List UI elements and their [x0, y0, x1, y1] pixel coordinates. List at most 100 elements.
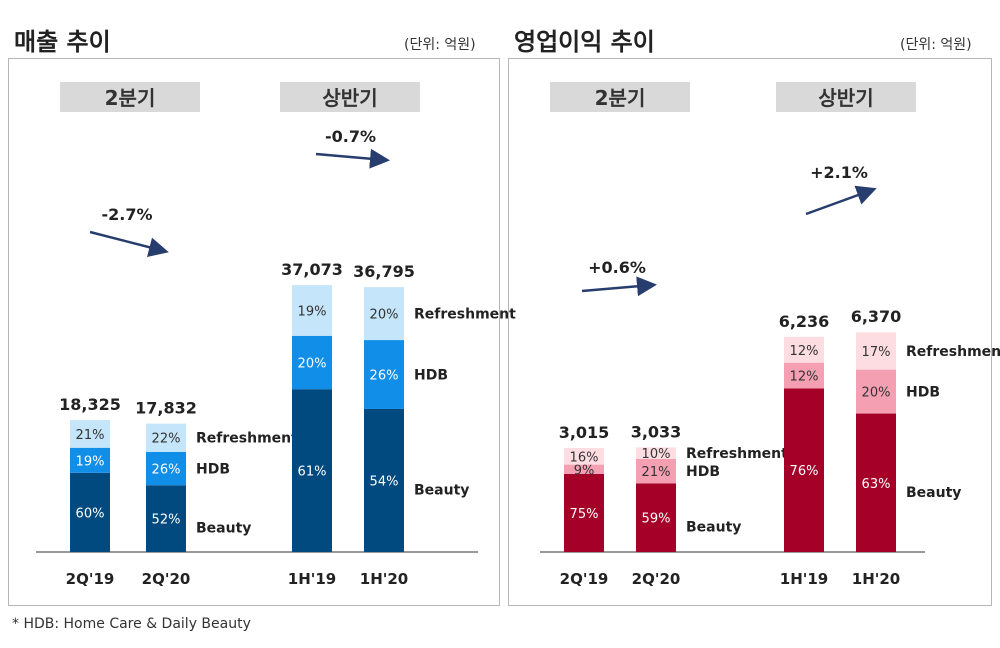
- sales-category-label: 2Q'19: [66, 570, 115, 588]
- sales-series-label-beauty: Beauty: [196, 521, 251, 537]
- sales-group-header-box: [60, 82, 200, 112]
- sales-growth-arrow: [315, 148, 390, 169]
- sales-growth-label: -2.7%: [101, 205, 152, 224]
- sales-series-label-beauty: Beauty: [414, 482, 469, 498]
- op-profit-bar-segment-hdb: [784, 362, 824, 389]
- sales-share-label: 19%: [298, 304, 327, 319]
- op-profit-bar-segment-beauty: [636, 483, 676, 552]
- op-profit-series-label-refreshment: Refreshment: [686, 446, 788, 462]
- op-profit-category-label: 1H'19: [780, 570, 828, 588]
- sales-bar-segment-beauty: [364, 408, 404, 552]
- sales-group-header: 상반기: [322, 86, 377, 110]
- sales-share-label: 26%: [152, 463, 181, 478]
- sales-total-label: 17,832: [135, 399, 197, 418]
- sales-category-label: 1H'19: [288, 570, 336, 588]
- op-profit-share-label: 12%: [790, 370, 819, 385]
- op-profit-total-label: 6,370: [851, 307, 902, 326]
- op-profit-share-label: 9%: [574, 463, 595, 478]
- sales-share-label: 20%: [298, 356, 327, 371]
- sales-series-label-hdb: HDB: [414, 368, 448, 384]
- op-profit-total-label: 6,236: [779, 312, 830, 331]
- sales-category-label: 2Q'20: [142, 570, 191, 588]
- sales-bar-segment-hdb: [146, 451, 186, 486]
- op-profit-share-label: 63%: [862, 477, 891, 492]
- sales-total-label: 36,795: [353, 262, 415, 281]
- sales-share-label: 61%: [298, 465, 327, 480]
- op-profit-chart-panel: [508, 58, 992, 606]
- op-profit-series-label-hdb: HDB: [686, 464, 720, 480]
- sales-bar-segment-refreshment: [364, 287, 404, 341]
- op-profit-group-header-box: [776, 82, 916, 112]
- op-profit-series-label-hdb: HDB: [906, 385, 940, 401]
- op-profit-growth-arrow: [581, 276, 657, 297]
- op-profit-category-label: 1H'20: [852, 570, 900, 588]
- sales-bar-segment-hdb: [292, 335, 332, 390]
- op-profit-growth-label: +0.6%: [588, 258, 646, 277]
- sales-series-label-refreshment: Refreshment: [414, 307, 516, 323]
- sales-bar-segment-hdb: [70, 447, 110, 473]
- op-profit-total-label: 3,033: [631, 422, 682, 441]
- op-profit-group-header-box: [550, 82, 690, 112]
- sales-share-label: 26%: [370, 369, 399, 384]
- op-profit-share-label: 75%: [570, 507, 599, 522]
- sales-share-label: 52%: [152, 513, 181, 528]
- op-profit-unit-label: (단위: 억원): [900, 37, 972, 53]
- sales-series-label-hdb: HDB: [196, 462, 230, 478]
- sales-share-label: 19%: [76, 454, 105, 469]
- sales-growth-arrow: [89, 230, 169, 257]
- op-profit-bar-segment-refreshment: [564, 447, 604, 465]
- sales-category-label: 1H'20: [360, 570, 408, 588]
- sales-bar-segment-hdb: [364, 340, 404, 409]
- op-profit-group-header: 2분기: [595, 86, 646, 110]
- op-profit-bar-segment-beauty: [856, 413, 896, 552]
- op-profit-share-label: 10%: [642, 447, 671, 462]
- sales-bar-segment-refreshment: [292, 285, 332, 336]
- op-profit-series-label-refreshment: Refreshment: [906, 344, 1000, 360]
- op-profit-bar-segment-refreshment: [636, 447, 676, 459]
- op-profit-growth-label: +2.1%: [810, 163, 868, 182]
- op-profit-bar-segment-hdb: [636, 458, 676, 484]
- op-profit-category-label: 2Q'19: [560, 570, 609, 588]
- sales-share-label: 54%: [370, 474, 399, 489]
- op-profit-share-label: 59%: [642, 512, 671, 527]
- sales-bar-segment-beauty: [292, 389, 332, 552]
- sales-group-header-box: [280, 82, 420, 112]
- sales-chart-title: 매출 추이: [14, 28, 111, 56]
- sales-group-header: 2분기: [105, 86, 156, 110]
- footnote: * HDB: Home Care & Daily Beauty: [12, 616, 251, 632]
- sales-bar-segment-beauty: [146, 485, 186, 552]
- op-profit-share-label: 76%: [790, 464, 819, 479]
- op-profit-bar-segment-refreshment: [784, 336, 824, 363]
- op-profit-group-header: 상반기: [818, 86, 873, 110]
- op-profit-bar-segment-hdb: [856, 369, 896, 414]
- op-profit-share-label: 20%: [862, 386, 891, 401]
- op-profit-bar-segment-beauty: [564, 473, 604, 552]
- op-profit-bar-segment-refreshment: [856, 332, 896, 370]
- op-profit-series-label-beauty: Beauty: [906, 485, 961, 501]
- op-profit-bar-segment-hdb: [564, 464, 604, 474]
- sales-growth-label: -0.7%: [325, 127, 376, 146]
- sales-bar-segment-refreshment: [146, 423, 186, 452]
- sales-share-label: 60%: [76, 506, 105, 521]
- sales-total-label: 18,325: [59, 395, 121, 414]
- sales-share-label: 22%: [152, 432, 181, 447]
- sales-share-label: 21%: [76, 428, 105, 443]
- op-profit-share-label: 12%: [790, 344, 819, 359]
- op-profit-category-label: 2Q'20: [632, 570, 681, 588]
- sales-bar-segment-beauty: [70, 472, 110, 552]
- op-profit-bar-segment-beauty: [784, 388, 824, 552]
- sales-chart-panel: [8, 58, 500, 606]
- sales-bar-segment-refreshment: [70, 420, 110, 448]
- sales-share-label: 20%: [370, 308, 399, 323]
- op-profit-growth-arrow: [805, 185, 877, 216]
- op-profit-total-label: 3,015: [559, 423, 610, 442]
- op-profit-share-label: 16%: [570, 450, 599, 465]
- op-profit-share-label: 17%: [862, 345, 891, 360]
- sales-series-label-refreshment: Refreshment: [196, 431, 298, 447]
- op-profit-series-label-beauty: Beauty: [686, 520, 741, 536]
- op-profit-share-label: 21%: [642, 465, 671, 480]
- sales-total-label: 37,073: [281, 260, 343, 279]
- op-profit-chart-title: 영업이익 추이: [514, 28, 655, 56]
- sales-unit-label: (단위: 억원): [404, 37, 476, 53]
